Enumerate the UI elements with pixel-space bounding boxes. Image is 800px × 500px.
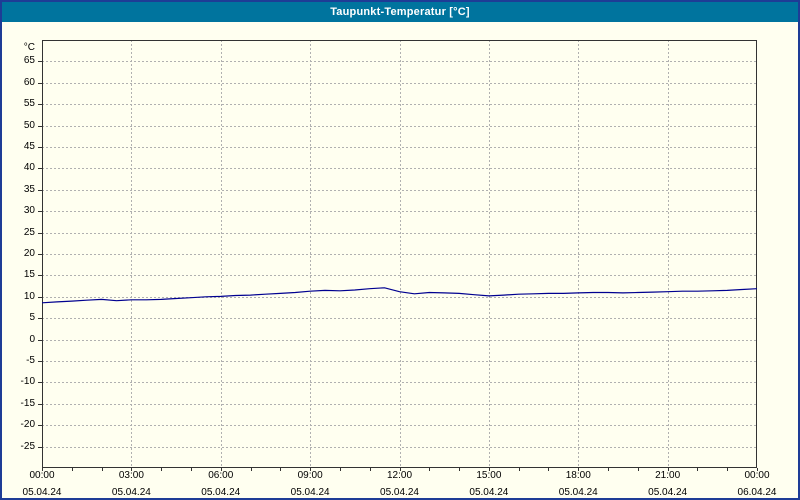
x-tick-time-label: 21:00 (655, 470, 681, 481)
y-axis-labels: 65 60 55 50 45 40 35 30 25 20 15 10 5 0 -5 -10 -15 -20 -25 (2, 40, 38, 468)
x-tick-time-label: 09:00 (297, 470, 323, 481)
y-tick-label: -5 (26, 355, 35, 366)
title-bar: Taupunkt-Temperatur [°C] (2, 2, 798, 22)
y-tick-label: -25 (20, 440, 35, 452)
x-axis-labels: 00:00 05.04.24 03:00 05.04.24 06:00 05.04.24 0… (2, 470, 798, 498)
y-tick-label: 10 (23, 290, 35, 302)
y-tick-label: 40 (23, 162, 35, 174)
plot-border (42, 40, 757, 468)
y-tick-label: -15 (20, 397, 35, 409)
y-tick-label: 65 (23, 55, 35, 67)
x-tick-time-label: 18:00 (565, 470, 591, 481)
y-tick-label: -20 (20, 419, 35, 431)
x-tick: 12:00 05.04.24 (360, 470, 440, 498)
y-tick-label: 5 (29, 312, 35, 324)
x-tick-time-label: 00:00 (744, 470, 770, 481)
x-tick: 06:00 05.04.24 (181, 470, 261, 498)
x-tick: 00:00 05.04.24 (2, 470, 82, 498)
y-tick-label: 45 (23, 141, 35, 152)
x-tick-date-label: 05.04.24 (22, 487, 62, 498)
x-tick-time-label: 15:00 (476, 470, 502, 481)
chart-svg (38, 40, 758, 471)
x-tick: 21:00 05.04.24 (628, 470, 708, 498)
dew-point-line (41, 287, 758, 304)
x-tick: 09:00 05.04.24 (270, 470, 350, 498)
x-tick: 03:00 05.04.24 (91, 470, 171, 498)
x-tick-date-label: 06.04.24 (737, 487, 777, 498)
y-tick-label: 30 (23, 205, 35, 217)
x-tick-date-label: 05.04.24 (469, 487, 509, 498)
x-tick-time-label: 06:00 (208, 470, 234, 481)
y-tick-label: 35 (23, 183, 35, 195)
x-tick: 15:00 05.04.24 (449, 470, 529, 498)
y-tick-label: 60 (23, 76, 35, 88)
y-tick-label: 20 (23, 248, 35, 259)
x-tick: 00:00 06.04.24 (717, 470, 797, 498)
x-tick: 18:00 05.04.24 (538, 470, 618, 498)
x-tick-time-label: 03:00 (118, 470, 144, 481)
plot-area (38, 40, 758, 471)
y-axis-unit-label: °C (23, 42, 35, 53)
y-tick-label: 25 (23, 226, 35, 238)
x-tick-date-label: 05.04.24 (290, 487, 330, 498)
chart-title: Taupunkt-Temperatur [°C] (330, 6, 470, 18)
x-tick-date-label: 05.04.24 (380, 487, 419, 498)
y-tick-label: 15 (23, 269, 35, 281)
x-tick-time-label: 00:00 (29, 470, 55, 481)
x-tick-time-label: 12:00 (386, 470, 413, 481)
x-tick-date-label: 05.04.24 (558, 487, 598, 498)
y-tick-label: -10 (20, 376, 35, 388)
x-tick-date-label: 05.04.24 (111, 487, 151, 498)
y-tick-label: 55 (23, 98, 35, 110)
x-tick-date-label: 05.04.24 (201, 487, 241, 498)
y-tick-label: 0 (29, 333, 35, 345)
y-tick-label: 50 (23, 119, 35, 131)
x-tick-date-label: 05.04.24 (648, 487, 688, 498)
